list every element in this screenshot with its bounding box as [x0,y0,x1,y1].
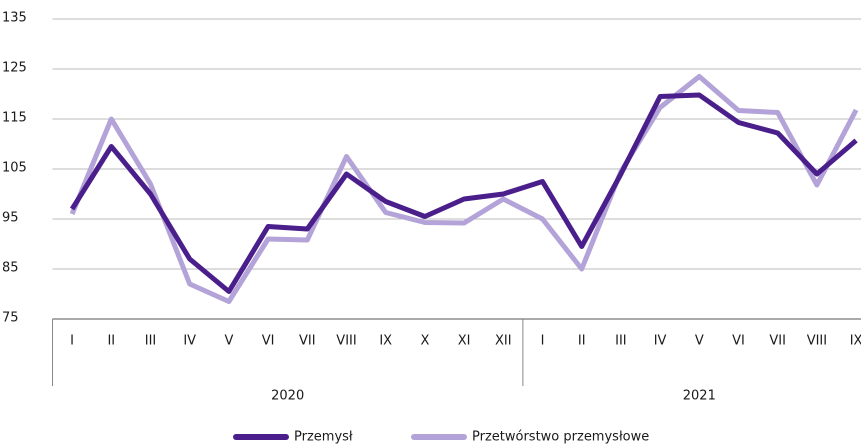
series-line [69,92,858,294]
x-tick-label: VI [262,334,275,349]
group-label: 2021 [683,389,716,404]
y-tick-label: 115 [2,111,27,126]
x-tick-label: X [420,334,429,349]
x-tick-label: I [70,334,74,349]
y-tick-label: 75 [2,311,19,326]
legend-label: Przetwórstwo przemysłowe [472,430,649,445]
x-tick-label: IV [654,334,667,349]
x-tick-label: XII [495,334,512,349]
x-tick-label: VIII [807,334,827,349]
x-tick-label: VII [769,334,786,349]
x-tick-label: I [541,334,545,349]
x-tick-label: IV [183,334,196,349]
x-tick-label: VI [732,334,745,349]
x-tick-label: XI [458,334,471,349]
y-tick-label: 135 [2,11,27,26]
y-tick-label: 105 [2,161,27,176]
x-tick-label: IX [379,334,392,349]
x-tick-label: III [145,334,157,349]
y-tick-label: 85 [2,261,19,276]
x-tick-label: IX [850,334,861,349]
x-tick-label: V [695,334,704,349]
x-tick-label: II [107,334,115,349]
x-tick-label: II [578,334,586,349]
legend-label: Przemysł [294,430,353,445]
x-tick-label: VII [299,334,316,349]
series-line [69,74,859,304]
group-label: 2020 [271,389,304,404]
y-tick-label: 95 [2,211,19,226]
y-tick-label: 125 [2,61,27,76]
x-tick-label: III [615,334,627,349]
x-tick-label: VIII [336,334,356,349]
x-tick-label: V [224,334,233,349]
